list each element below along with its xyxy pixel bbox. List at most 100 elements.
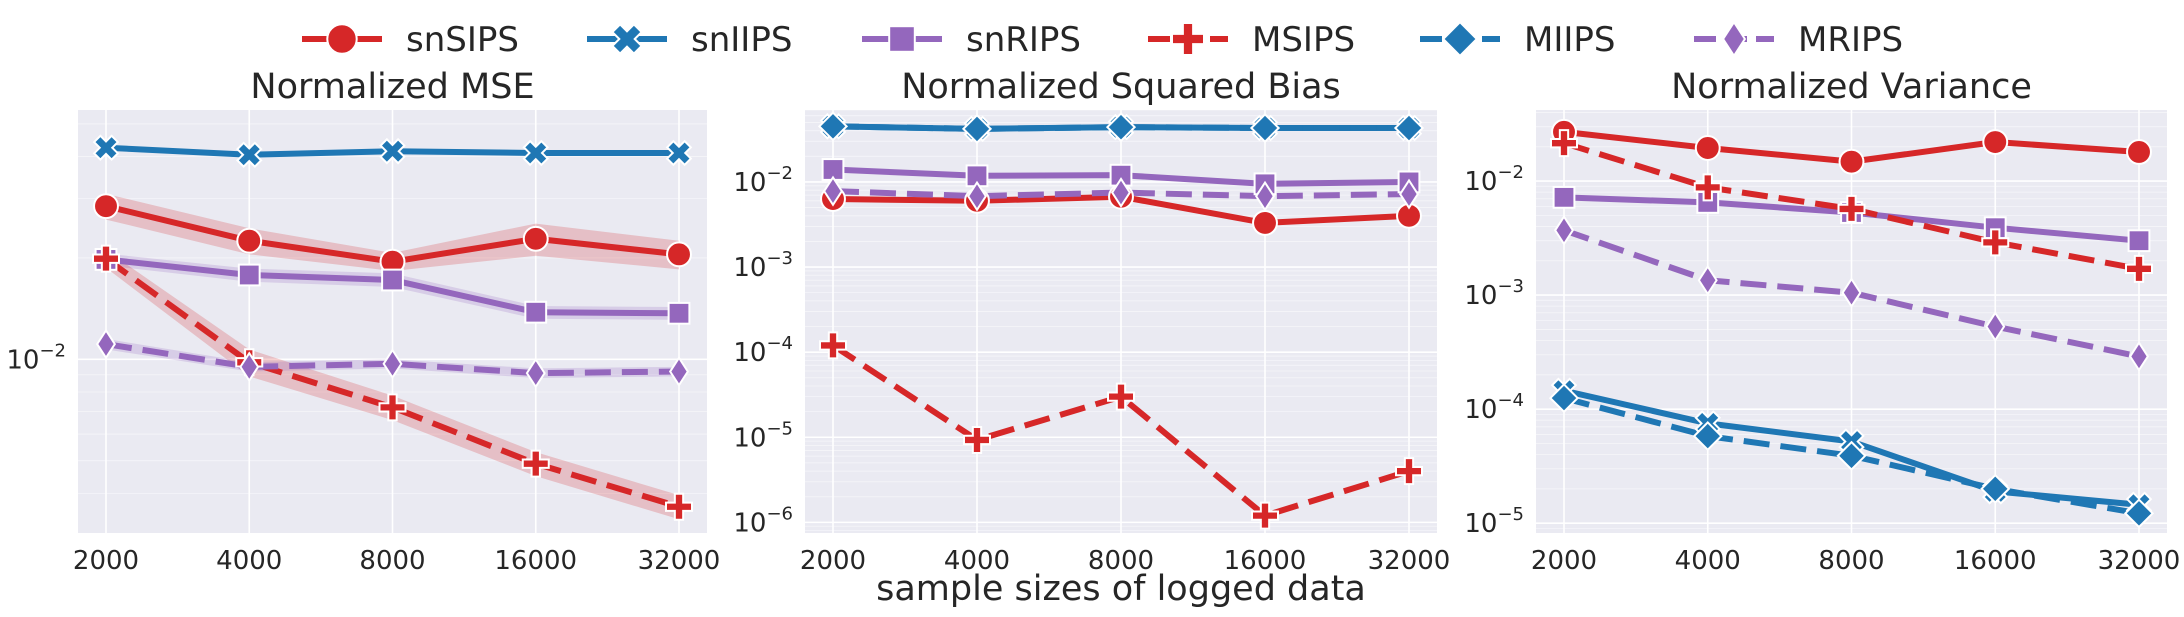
point-miips-32000 bbox=[1393, 112, 1425, 144]
point-snsips-16000 bbox=[522, 225, 549, 252]
point-msips-4000 bbox=[963, 425, 991, 454]
point-mrips-16000 bbox=[1985, 311, 2006, 343]
point-mrips-8000 bbox=[382, 348, 403, 380]
point-msips-32000 bbox=[665, 492, 693, 521]
x-tick-label: 8000 bbox=[1088, 546, 1154, 576]
legend-label-sniips: snIIPS bbox=[691, 20, 792, 60]
x-tick-label: 8000 bbox=[1818, 546, 1884, 576]
point-snrips-4000 bbox=[237, 263, 261, 287]
legend-marker-msips bbox=[1171, 22, 1205, 56]
x-tick-label: 4000 bbox=[216, 546, 282, 576]
point-miips-8000 bbox=[1105, 112, 1137, 143]
legend-label-snrips: snRIPS bbox=[966, 20, 1081, 60]
series-layer bbox=[1548, 118, 2155, 529]
legend-label-msips: MSIPS bbox=[1252, 20, 1355, 60]
point-msips-2000 bbox=[1550, 129, 1578, 158]
legend-marker-snrips bbox=[888, 25, 916, 53]
y-tick-label: 10−2 bbox=[733, 163, 793, 198]
point-msips-4000 bbox=[1693, 173, 1722, 202]
legend-marker-mrips bbox=[1721, 20, 1747, 58]
point-mrips-32000 bbox=[668, 356, 690, 388]
line-mrips bbox=[832, 188, 1410, 200]
point-msips-8000 bbox=[1107, 382, 1135, 411]
point-miips-8000 bbox=[1836, 440, 1867, 471]
point-miips-2000 bbox=[1548, 383, 1580, 414]
point-snsips-4000 bbox=[1694, 135, 1721, 161]
x-tick-label: 16000 bbox=[1224, 546, 1307, 576]
x-axis-label: sample sizes of logged data bbox=[876, 569, 1366, 609]
point-msips-16000 bbox=[1981, 228, 2010, 257]
x-tick-label: 16000 bbox=[1954, 546, 2037, 576]
point-msips-32000 bbox=[1395, 457, 1423, 486]
point-snsips-32000 bbox=[666, 241, 692, 268]
legend-label-miips: MIIPS bbox=[1524, 20, 1615, 60]
point-mrips-2000 bbox=[95, 328, 117, 360]
point-snrips-16000 bbox=[524, 300, 548, 324]
series-layer bbox=[817, 111, 1425, 530]
point-snrips-32000 bbox=[2127, 229, 2151, 253]
point-sniips-4000 bbox=[235, 141, 263, 169]
point-mrips-4000 bbox=[1697, 264, 1718, 296]
line-msips bbox=[1563, 140, 2140, 272]
point-mrips-4000 bbox=[239, 351, 260, 383]
y-tick-label: 10−2 bbox=[6, 340, 66, 375]
point-miips-4000 bbox=[961, 113, 993, 144]
legend-item-snrips: snRIPS bbox=[862, 20, 1081, 60]
series-layer bbox=[92, 134, 693, 521]
x-tick-label: 8000 bbox=[359, 546, 425, 576]
point-msips-2000 bbox=[819, 331, 847, 360]
point-mrips-8000 bbox=[1110, 177, 1132, 209]
line-miips bbox=[1563, 395, 2140, 517]
line-msips bbox=[104, 256, 680, 510]
panel-title: Normalized MSE bbox=[250, 67, 534, 107]
legend-marker-snsips bbox=[326, 23, 358, 55]
point-snsips-2000 bbox=[93, 193, 119, 220]
point-mrips-32000 bbox=[2128, 340, 2150, 372]
point-mrips-16000 bbox=[525, 357, 546, 389]
x-tick-label: 16000 bbox=[494, 546, 577, 576]
point-snrips-8000 bbox=[381, 268, 404, 292]
point-sniips-32000 bbox=[665, 139, 693, 167]
point-mrips-4000 bbox=[966, 180, 988, 212]
x-tick-label: 32000 bbox=[2098, 546, 2181, 576]
point-miips-4000 bbox=[1692, 421, 1723, 452]
point-snrips-2000 bbox=[1552, 185, 1576, 209]
y-tick-label: 10−3 bbox=[733, 248, 793, 283]
legend-item-mrips: MRIPS bbox=[1694, 20, 1903, 60]
point-msips-16000 bbox=[521, 449, 550, 478]
point-sniips-2000 bbox=[92, 134, 120, 161]
y-tick-label: 10−5 bbox=[733, 418, 793, 453]
point-snsips-4000 bbox=[236, 227, 263, 254]
legend-item-snsips: snSIPS bbox=[302, 20, 519, 60]
point-msips-2000 bbox=[92, 244, 120, 273]
y-tick-label: 10−2 bbox=[1464, 162, 1524, 197]
point-msips-8000 bbox=[378, 393, 407, 422]
legend-marker-miips bbox=[1441, 20, 1479, 58]
point-miips-16000 bbox=[1249, 112, 1281, 144]
point-snsips-32000 bbox=[2126, 139, 2152, 165]
point-msips-32000 bbox=[2125, 254, 2153, 283]
legend: snSIPS snIIPS snRIPS MSIPS MIIPS MRIPS bbox=[302, 20, 1903, 60]
panel-normalized-squared-bias: Normalized Squared Bias 2000 4000 8000 16000… bbox=[733, 67, 1450, 576]
legend-label-mrips: MRIPS bbox=[1798, 20, 1903, 60]
legend-label-snsips: snSIPS bbox=[406, 20, 519, 60]
point-msips-8000 bbox=[1837, 194, 1866, 223]
point-msips-16000 bbox=[1251, 501, 1279, 530]
point-mrips-16000 bbox=[1254, 180, 1276, 212]
legend-item-sniips: snIIPS bbox=[587, 20, 792, 60]
y-tick-label: 10−4 bbox=[733, 333, 793, 368]
point-snsips-8000 bbox=[1838, 148, 1865, 175]
point-sniips-8000 bbox=[379, 137, 406, 165]
x-tick-label: 2000 bbox=[73, 546, 139, 576]
panel-normalized-mse: Normalized MSE 2000 4000 8000 16000 32000 10−2 bbox=[6, 67, 720, 576]
x-tick-label: 2000 bbox=[1531, 546, 1597, 576]
panel-title: Normalized Squared Bias bbox=[901, 67, 1341, 107]
x-tick-label: 4000 bbox=[944, 546, 1010, 576]
point-snsips-16000 bbox=[1252, 209, 1278, 236]
legend-marker-sniips bbox=[610, 22, 644, 56]
x-tick-label: 32000 bbox=[1368, 546, 1451, 576]
point-sniips-16000 bbox=[522, 139, 550, 167]
y-tick-label: 10−3 bbox=[1464, 276, 1524, 311]
x-tick-label: 32000 bbox=[638, 546, 721, 576]
